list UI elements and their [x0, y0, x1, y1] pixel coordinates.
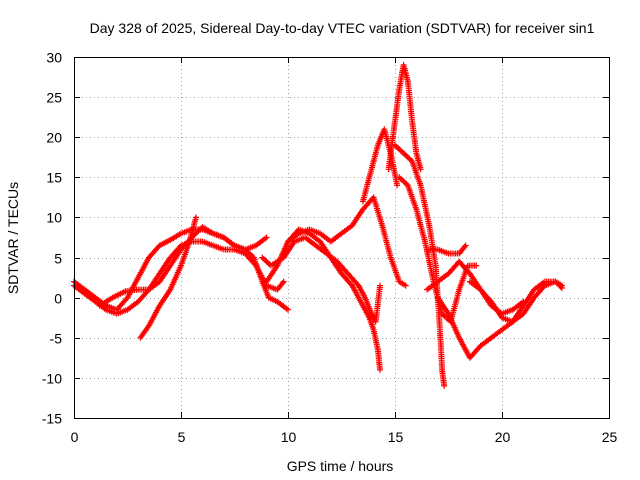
y-tick-label: -5	[50, 331, 63, 347]
y-tick-label: 25	[46, 90, 62, 106]
x-tick-label: 10	[281, 429, 297, 445]
y-axis-title: SDTVAR / TECUs	[5, 182, 21, 294]
series-track-8	[359, 126, 401, 205]
y-tick-label: 0	[54, 291, 62, 307]
series-track-9	[385, 62, 424, 173]
series-track-6	[259, 234, 383, 325]
series-markers	[137, 214, 199, 341]
series-markers	[259, 234, 383, 325]
y-tick-label: 5	[54, 251, 62, 267]
series-markers	[434, 278, 565, 361]
series-track-4	[137, 214, 199, 341]
y-tick-labels: -15 -10 -5 0 5 10 15 20 25 30	[42, 50, 62, 427]
series-markers	[424, 242, 469, 257]
y-tick-label: 30	[46, 50, 62, 66]
chart-title: Day 328 of 2025, Sidereal Day-to-day VTE…	[90, 20, 595, 36]
series-markers	[396, 174, 480, 325]
series-track-1	[71, 226, 270, 313]
series-track-7	[285, 194, 409, 289]
grid	[74, 57, 609, 418]
series-markers	[385, 62, 424, 173]
y-tick-label: -10	[42, 371, 62, 387]
x-axis-title: GPS time / hours	[287, 458, 394, 474]
y-tick-label: 20	[46, 130, 62, 146]
x-tick-labels: 0 5 10 15 20 25	[71, 429, 618, 445]
data-series	[71, 62, 565, 389]
series-markers	[71, 226, 270, 313]
series-track-11	[396, 174, 480, 325]
series-markers	[285, 194, 409, 289]
series-track-14	[434, 278, 565, 361]
x-tick-label: 0	[71, 429, 79, 445]
x-tick-label: 25	[602, 429, 618, 445]
y-tick-label: -15	[42, 411, 62, 427]
x-tick-label: 5	[178, 429, 186, 445]
x-tick-label: 15	[388, 429, 404, 445]
plot-frame	[74, 57, 610, 419]
y-tick-label: 10	[46, 210, 62, 226]
series-track-12	[424, 242, 469, 257]
series-markers	[466, 278, 565, 325]
series-track-15	[466, 278, 565, 325]
series-markers	[359, 126, 401, 205]
y-tick-label: 15	[46, 170, 62, 186]
x-tick-label: 20	[495, 429, 511, 445]
axis-ticks	[74, 57, 610, 419]
